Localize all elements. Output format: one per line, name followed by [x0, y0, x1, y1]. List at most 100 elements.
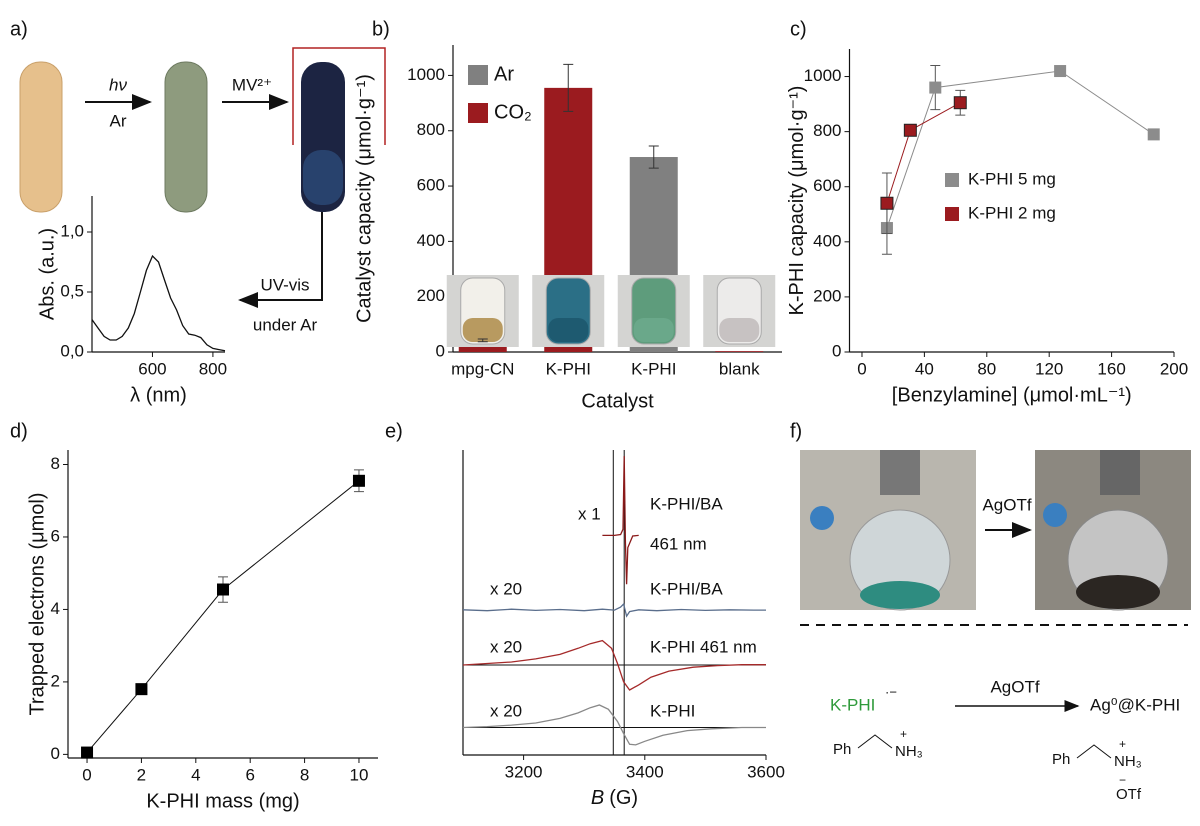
panel-label: d) [10, 420, 28, 442]
scale-label: x 20 [490, 701, 522, 720]
chem-label: OTf [1116, 786, 1142, 803]
line [91, 254, 226, 352]
x-tick-label: 120 [1035, 359, 1063, 378]
y-axis-label: Abs. (a.u.) [36, 228, 58, 320]
marker [880, 196, 894, 210]
x-tick-label: K-PHI [546, 359, 591, 378]
spectrum [602, 456, 639, 585]
y-tick-label: 800 [813, 121, 841, 140]
x-axis-label: Catalyst [581, 390, 654, 412]
y-tick-label: 4 [51, 599, 60, 618]
x-tick-label: 800 [199, 359, 227, 378]
product: Ag⁰@K-PHI [1090, 695, 1180, 714]
tube-photos [19, 47, 386, 213]
arrow-label: Ar [110, 111, 127, 130]
y-tick-label: 800 [417, 120, 445, 139]
radical-charge: ·− [885, 684, 897, 699]
legend-label: Ar [494, 63, 514, 85]
legend-swatch [468, 103, 488, 123]
chem-label: + [1119, 737, 1126, 751]
chem-label: + [900, 727, 907, 741]
spectrum [462, 602, 766, 618]
vial-photo [462, 318, 503, 342]
y-axis-label: Trapped electrons (μmol) [26, 492, 48, 715]
y-tick-label: 2 [51, 671, 60, 690]
x-axis-label: λ (nm) [130, 384, 187, 406]
y-tick-label: 0 [436, 341, 445, 360]
marker [352, 474, 365, 487]
marker [903, 123, 917, 137]
trace-label: 461 nm [650, 534, 707, 553]
y-tick-label: 1,0 [60, 221, 84, 240]
x-axis-label: B (G) [591, 787, 638, 809]
x-tick-label: 10 [350, 765, 369, 784]
marker [81, 746, 94, 759]
chem-label: NH₃ [1114, 753, 1142, 770]
y-tick-label: 0 [51, 744, 60, 763]
y-tick-label: 1000 [804, 66, 842, 85]
x-tick-label: 0 [857, 359, 866, 378]
y-tick-label: 0 [832, 341, 841, 360]
x-tick-label: 6 [245, 765, 254, 784]
panel-label: a) [10, 18, 28, 40]
x-tick-label: 80 [977, 359, 996, 378]
legend-swatch [945, 207, 959, 221]
legend-label: CO₂ [494, 101, 532, 123]
legend-swatch [945, 173, 959, 187]
flask-photos [800, 450, 1191, 759]
x-tick-label: 3400 [626, 762, 664, 781]
x-tick-label: 600 [138, 359, 166, 378]
chem-label: NH₃ [895, 743, 923, 760]
scale-label: x 20 [490, 637, 522, 656]
x-axis-label: [Benzylamine] (μmol·mL⁻¹) [892, 384, 1132, 406]
x-tick-label: mpg-CN [451, 359, 514, 378]
arrow-label: UV-vis [260, 275, 309, 294]
line [86, 480, 360, 753]
trace-label: K-PHI 461 nm [650, 637, 757, 656]
arrow-label: AgOTf [990, 677, 1039, 696]
x-tick-label: 3600 [747, 762, 785, 781]
marker [929, 81, 942, 94]
x-tick-label: 3200 [505, 762, 543, 781]
reactant: K-PHI [830, 695, 875, 714]
marker [1054, 65, 1067, 78]
legend-label: K-PHI 5 mg [968, 169, 1056, 188]
scheme-arrows [85, 94, 323, 308]
arrow-label: under Ar [253, 315, 318, 334]
x-tick-label: 200 [1160, 359, 1188, 378]
chem-label: − [1119, 773, 1126, 787]
y-tick-label: 200 [813, 286, 841, 305]
line [886, 70, 1154, 229]
vial-photo [633, 318, 674, 342]
panel-label: f) [790, 420, 802, 442]
x-tick-label: 0 [82, 765, 91, 784]
spectrum [462, 639, 766, 691]
axis-unit: (G) [609, 787, 638, 809]
y-tick-label: 0,0 [60, 341, 84, 360]
trace-label: K-PHI [650, 701, 695, 720]
x-axis-label: K-PHI mass (mg) [146, 790, 299, 812]
x-tick-label: 40 [915, 359, 934, 378]
chem-label: Ph [833, 741, 851, 758]
y-tick-label: 400 [813, 231, 841, 250]
legend-label: K-PHI 2 mg [968, 203, 1056, 222]
panel-label: b) [372, 18, 390, 40]
chem-label: Ph [1052, 751, 1070, 768]
y-axis-label: K-PHI capacity (μmol·g⁻¹) [786, 86, 808, 316]
arrow-label: hν [109, 75, 127, 94]
marker [217, 583, 229, 596]
y-tick-label: 200 [417, 286, 445, 305]
error-bar [477, 338, 488, 343]
legend-swatch [468, 65, 488, 85]
y-tick-label: 6 [51, 526, 60, 545]
marker [953, 96, 967, 110]
y-tick-label: 600 [813, 176, 841, 195]
scale-label: x 20 [490, 579, 522, 598]
x-tick-label: 2 [137, 765, 146, 784]
scale-label: x 1 [578, 504, 601, 523]
error-bar [648, 145, 659, 169]
trace-label: K-PHI/BA [650, 494, 723, 513]
bar [715, 351, 764, 352]
panel-label: c) [790, 18, 807, 40]
